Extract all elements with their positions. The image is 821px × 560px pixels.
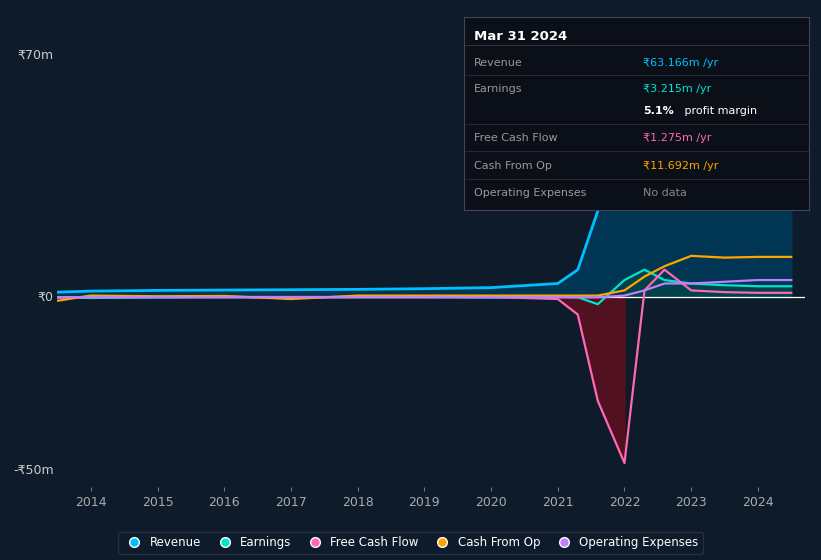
Text: ₹70m: ₹70m <box>17 49 53 62</box>
Text: profit margin: profit margin <box>681 105 757 115</box>
Text: Earnings: Earnings <box>475 84 523 94</box>
Text: -₹50m: -₹50m <box>13 464 53 477</box>
Text: ₹11.692m /yr: ₹11.692m /yr <box>643 161 718 171</box>
Text: ₹3.215m /yr: ₹3.215m /yr <box>643 84 712 94</box>
Legend: Revenue, Earnings, Free Cash Flow, Cash From Op, Operating Expenses: Revenue, Earnings, Free Cash Flow, Cash … <box>118 531 703 554</box>
Text: Operating Expenses: Operating Expenses <box>475 188 586 198</box>
Text: ₹63.166m /yr: ₹63.166m /yr <box>643 58 718 68</box>
Text: No data: No data <box>643 188 687 198</box>
Text: Free Cash Flow: Free Cash Flow <box>475 133 557 143</box>
Text: 5.1%: 5.1% <box>643 105 674 115</box>
Text: Mar 31 2024: Mar 31 2024 <box>475 30 567 43</box>
Text: ₹1.275m /yr: ₹1.275m /yr <box>643 133 712 143</box>
Text: ₹0: ₹0 <box>38 291 53 304</box>
Text: Revenue: Revenue <box>475 58 523 68</box>
Text: Cash From Op: Cash From Op <box>475 161 552 171</box>
